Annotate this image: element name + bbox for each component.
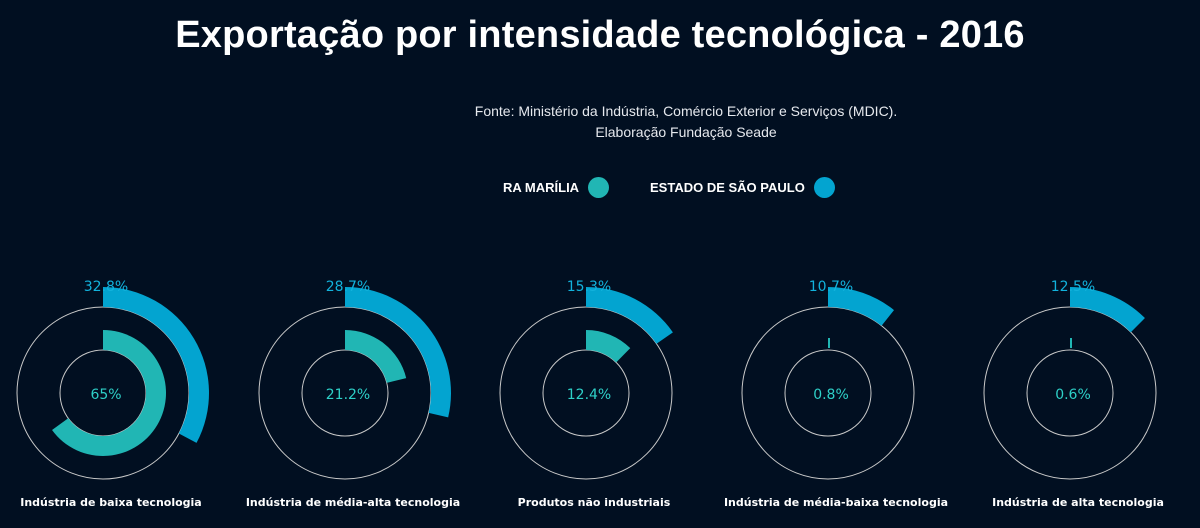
category-label: Indústria de média-alta tecnologia bbox=[246, 496, 460, 509]
outer-arc-estado-sao-paulo bbox=[828, 287, 895, 326]
inner-guide-ring bbox=[784, 349, 872, 437]
source-line-2: Elaboração Fundação Seade bbox=[595, 124, 777, 140]
legend-swatch-icon bbox=[588, 177, 610, 198]
chart-title-text: Exportação por intensidade tecnológica -… bbox=[175, 14, 1025, 56]
legend-swatch-icon bbox=[813, 177, 835, 198]
category-label: Indústria de média-baixa tecnologia bbox=[724, 496, 948, 509]
legend-item-ra-marilia[interactable]: RA MARÍLIA bbox=[503, 177, 610, 198]
inner-guide-ring bbox=[1026, 349, 1114, 437]
outer-value-label: 12.5% bbox=[1051, 279, 1095, 295]
inner-value-label: 0.6% bbox=[1055, 387, 1091, 403]
outer-value-label: 32.8% bbox=[84, 279, 128, 295]
inner-arc-ra-marilia bbox=[586, 330, 631, 363]
outer-arc-estado-sao-paulo bbox=[103, 287, 210, 443]
chart-title: Exportação por intensidade tecnológica -… bbox=[0, 14, 1200, 57]
outer-arc-estado-sao-paulo bbox=[586, 287, 673, 344]
inner-value-label: 21.2% bbox=[326, 387, 370, 403]
category-label: Produtos não industriais bbox=[518, 496, 671, 509]
inner-value-label: 0.8% bbox=[813, 387, 849, 403]
source-line-1: Fonte: Ministério da Indústria, Comércio… bbox=[474, 103, 898, 119]
outer-value-label: 15.3% bbox=[567, 279, 611, 295]
outer-value-label: 10.7% bbox=[809, 279, 853, 295]
inner-value-label: 12.4% bbox=[567, 387, 611, 403]
outer-arc-estado-sao-paulo bbox=[345, 287, 451, 418]
category-label: Indústria de baixa tecnologia bbox=[20, 496, 201, 509]
inner-value-label: 65% bbox=[90, 387, 121, 403]
inner-arc-ra-marilia bbox=[52, 330, 167, 457]
outer-arc-estado-sao-paulo bbox=[1070, 287, 1145, 333]
legend-label: ESTADO DE SÃO PAULO bbox=[650, 180, 805, 195]
inner-arc-ra-marilia bbox=[345, 330, 407, 383]
outer-value-label: 28.7% bbox=[326, 279, 370, 295]
category-label: Indústria de alta tecnologia bbox=[992, 496, 1164, 509]
legend-item-estado-sao-paulo[interactable]: ESTADO DE SÃO PAULO bbox=[650, 177, 835, 198]
legend-label: RA MARÍLIA bbox=[503, 180, 580, 195]
